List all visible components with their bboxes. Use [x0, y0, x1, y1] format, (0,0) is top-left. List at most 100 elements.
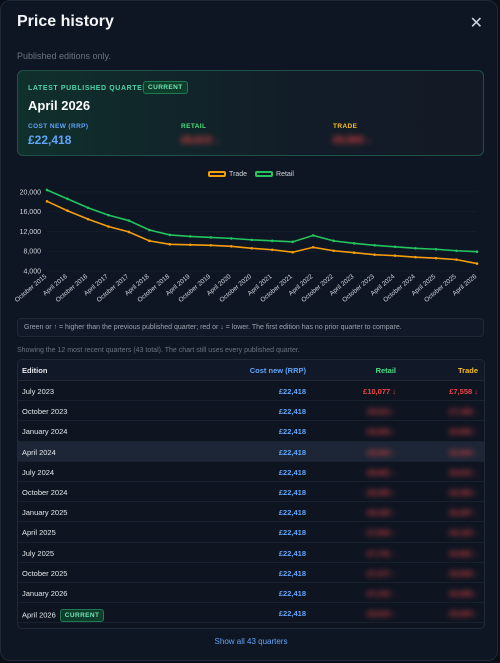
modal-title: Price history [17, 13, 114, 30]
data-point-retail [455, 249, 458, 253]
series-line-trade [46, 200, 478, 265]
trade-cell: £6,952 ↓ [449, 427, 478, 437]
series-line-retail [46, 189, 478, 253]
retail-cell: £8,190 ↓ [367, 508, 396, 518]
edition-cell: July 2025 [22, 549, 54, 558]
data-point-retail [434, 247, 438, 251]
trade-cell: £5,846 ↓ [449, 568, 478, 578]
data-point-retail [229, 237, 233, 240]
legend-retail-label: Retail [276, 171, 294, 178]
trade-cell: £6,452 ↓ [449, 487, 478, 497]
edition-cell: January 2025 [22, 508, 67, 517]
table-row[interactable]: April 2024 £22,418 £8,944 ↓ £6,840 ↓ [18, 441, 484, 462]
price-history-chart: 4,000 8,000 12,000 16,000 20,000 October 2015… [14, 188, 479, 304]
x-tick-label: October 2015 [14, 273, 49, 304]
cost-cell: £22,418 [278, 427, 306, 437]
data-point-retail [311, 234, 315, 237]
retail-cell: £8,661 ↓ [367, 467, 396, 477]
data-point-trade [414, 255, 417, 259]
data-point-trade [107, 225, 110, 228]
retail-cell: £10,077 ↓ [363, 387, 396, 396]
edition-label: July 2024 [22, 467, 55, 477]
cost-cell: £22,418 [278, 609, 306, 619]
edition-label: April 2025 [22, 528, 56, 538]
edition-cell: October 2025 [22, 569, 67, 578]
table-row[interactable]: October 2024 £22,418 £8,405 ↓ £6,452 ↓ [18, 482, 484, 503]
cost-cell: £22,418 [278, 548, 306, 558]
data-point-trade [434, 256, 438, 260]
data-point-retail [168, 233, 172, 237]
table-row[interactable]: July 2023 £22,418 £10,077 ↓ £7,558 ↓ [18, 381, 484, 402]
legend-trade-swatch [208, 171, 227, 178]
y-tick-label: 8,000 [23, 249, 41, 256]
table-row[interactable]: July 2025 £22,418 £7,741 ↓ £5,981 ↓ [18, 543, 484, 563]
close-icon[interactable]: ✕ [469, 15, 483, 32]
price-history-table: Edition Cost new (RRP) Retail Trade July… [17, 359, 485, 629]
data-point-trade [291, 250, 295, 254]
edition-label: January 2025 [22, 508, 68, 518]
edition-label: July 2025 [22, 548, 55, 558]
cost-cell: £22,418 [278, 528, 306, 538]
retail-cell: £7,101 ↓ [367, 588, 396, 598]
current-badge: CURRENT [59, 609, 105, 623]
retail-cell: £8,405 ↓ [367, 487, 396, 497]
trade-cell: £7,188 ↓ [449, 407, 478, 417]
retail-cell: £9,611 ↓ [367, 407, 396, 417]
header-edition: Edition [22, 366, 48, 375]
retail-value: £6,613 ↓ [181, 135, 220, 146]
header-trade: Trade [457, 366, 478, 375]
legend-trade[interactable]: Trade [208, 171, 247, 178]
data-point-trade [311, 245, 315, 249]
header-retail: Retail [375, 366, 396, 375]
cost-cell: £22,418 [278, 467, 306, 477]
edition-label: January 2024 [22, 427, 68, 437]
trade-cell: £5,699 ↓ [449, 588, 478, 598]
data-point-retail [475, 250, 479, 254]
table-row[interactable]: January 2025 £22,418 £8,190 ↓ £6,297 ↓ [18, 502, 484, 523]
trade-cell: £6,631 ↓ [449, 467, 478, 477]
retail-cell: £6,613 ↓ [367, 609, 396, 619]
table-row[interactable]: January 2026 £22,418 £7,101 ↓ £5,699 ↓ [18, 583, 484, 604]
edition-cell: July 2024 [22, 468, 54, 477]
cost-cell: £22,418 [278, 588, 306, 598]
data-point-retail [66, 197, 69, 201]
table-rows: July 2023 £22,418 £10,077 ↓ £7,558 ↓ October… [18, 381, 484, 624]
trade-cell: £7,558 ↓ [449, 387, 478, 396]
table-row[interactable]: July 2024 £22,418 £8,661 ↓ £6,631 ↓ [18, 462, 484, 482]
trade-cell: £6,122 ↓ [449, 528, 478, 538]
table-row[interactable]: October 2025 £22,418 £7,377 ↓ £5,846 ↓ [18, 563, 484, 583]
y-tick-label: 20,000 [20, 189, 42, 196]
latest-quarter-card: LATEST PUBLISHED QUARTER CURRENT April 2… [17, 70, 484, 156]
data-point-retail [189, 235, 192, 238]
data-point-retail [127, 219, 131, 222]
data-point-retail [86, 206, 90, 210]
data-point-trade [270, 248, 274, 252]
table-row[interactable]: April 2025 £22,418 £7,944 ↓ £6,122 ↓ [18, 522, 484, 543]
trade-cell: £5,981 ↓ [449, 548, 478, 558]
table-row[interactable]: October 2023 £22,418 £9,611 ↓ £7,188 ↓ [18, 401, 484, 422]
cost-cell: £22,418 [278, 508, 306, 518]
cost-cell: £22,418 [278, 568, 306, 578]
data-point-trade [209, 244, 213, 247]
legend-retail[interactable]: Retail [255, 171, 294, 178]
y-tick-label: 4,000 [23, 269, 41, 276]
edition-cell: January 2024 [22, 427, 67, 436]
table-row[interactable]: January 2024 £22,418 £9,263 ↓ £6,952 ↓ [18, 421, 484, 442]
show-all-button[interactable]: Show all 43 quarters [214, 637, 288, 646]
latest-quarter-label: LATEST PUBLISHED QUARTER [28, 85, 149, 92]
cost-cell: £22,418 [278, 487, 306, 497]
data-point-trade [373, 253, 376, 256]
data-point-trade [45, 200, 49, 203]
data-point-trade [127, 230, 131, 234]
table-row[interactable]: April 2026 CURRENT £22,418 £6,613 ↓ £5,503 ↓ [18, 603, 484, 624]
cost-cell: £22,418 [278, 387, 306, 396]
cost-cell: £22,418 [278, 447, 306, 457]
legend-trade-label: Trade [229, 171, 248, 178]
data-point-retail [45, 188, 49, 192]
data-point-retail [209, 236, 213, 239]
table-header: Edition Cost new (RRP) Retail Trade [18, 360, 484, 381]
edition-cell: July 2023 [22, 387, 54, 396]
data-point-trade [66, 209, 69, 213]
showing-note: Showing the 12 most recent quarters (43 … [17, 347, 300, 354]
data-point-retail [352, 242, 356, 245]
